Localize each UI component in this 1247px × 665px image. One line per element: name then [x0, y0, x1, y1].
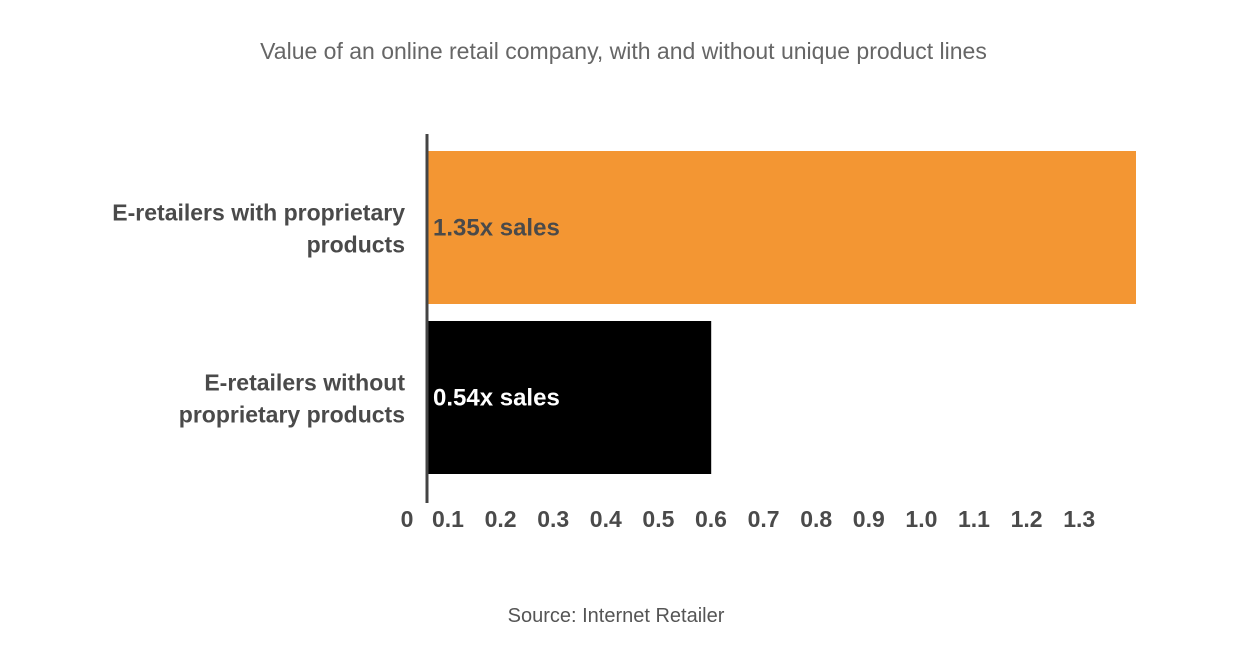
bar-0 [428, 151, 1136, 304]
x-tick-label-2: 0.2 [485, 506, 517, 532]
x-tick-label-3: 0.3 [537, 506, 569, 532]
category-label-0-line-1: products [307, 232, 405, 258]
chart-source: Source: Internet Retailer [507, 605, 725, 627]
x-tick-label-12: 1.2 [1011, 506, 1043, 532]
category-label-0-line-0: E-retailers with proprietary [112, 200, 405, 226]
x-tick-label-7: 0.7 [748, 506, 780, 532]
x-tick-label-4: 0.4 [590, 506, 622, 532]
chart-title: Value of an online retail company, with … [260, 38, 987, 64]
x-tick-label-5: 0.5 [642, 506, 674, 532]
category-label-1-line-1: proprietary products [179, 402, 405, 428]
x-tick-label-11: 1.1 [958, 506, 990, 532]
x-tick-label-8: 0.8 [800, 506, 832, 532]
x-tick-label-9: 0.9 [853, 506, 885, 532]
x-tick-label-10: 1.0 [905, 506, 937, 532]
data-label-1: 0.54x sales [433, 385, 560, 412]
x-tick-label-1: 0.1 [432, 506, 464, 532]
x-tick-label-6: 0.6 [695, 506, 727, 532]
x-tick-label-0: 0 [401, 506, 414, 532]
x-tick-label-13: 1.3 [1063, 506, 1095, 532]
category-label-1-line-0: E-retailers without [204, 370, 405, 396]
bar-1 [428, 321, 712, 474]
data-label-0: 1.35x sales [433, 215, 560, 242]
